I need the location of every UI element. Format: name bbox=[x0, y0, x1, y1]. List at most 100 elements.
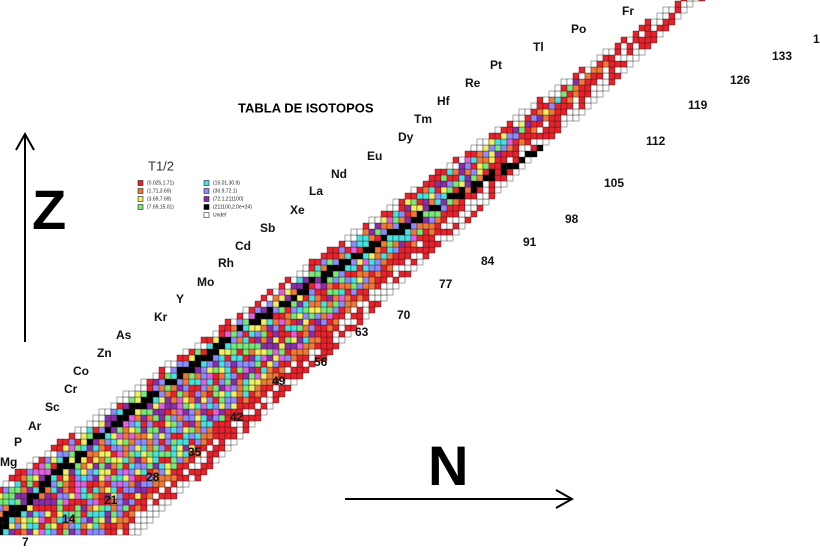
nuclide-cell bbox=[80, 426, 88, 434]
nuclide-cell bbox=[92, 456, 100, 464]
nuclide-cell bbox=[170, 480, 178, 488]
nuclide-cell bbox=[8, 480, 16, 488]
nuclide-cell bbox=[182, 432, 190, 440]
nuclide-cell bbox=[116, 468, 124, 476]
nuclide-cell bbox=[296, 330, 304, 338]
nuclide-cell bbox=[692, 0, 700, 2]
nuclide-cell bbox=[122, 432, 130, 440]
nuclide-cell bbox=[170, 408, 178, 416]
nuclide-cell bbox=[380, 276, 388, 284]
nuclide-cell bbox=[620, 42, 628, 50]
nuclide-cell bbox=[170, 384, 178, 392]
nuclide-cell bbox=[488, 186, 496, 194]
nuclide-cell bbox=[512, 150, 520, 158]
nuclide-cell bbox=[296, 336, 304, 344]
nuclide-cell bbox=[164, 420, 172, 428]
nuclide-cell bbox=[152, 402, 160, 410]
nuclide-cell bbox=[212, 330, 220, 338]
nuclide-cell bbox=[308, 312, 316, 320]
nuclide-cell bbox=[26, 498, 34, 506]
nuclide-cell bbox=[428, 198, 436, 206]
nuclide-cell bbox=[230, 354, 238, 362]
nuclide-cell bbox=[254, 408, 262, 416]
nuclide-cell bbox=[8, 522, 16, 530]
nuclide-cell bbox=[254, 354, 262, 362]
legend-swatch bbox=[203, 212, 210, 218]
nuclide-cell bbox=[350, 300, 358, 308]
nuclide-cell bbox=[416, 252, 424, 260]
legend-swatch bbox=[203, 204, 210, 210]
n-arrow-head bbox=[555, 489, 575, 509]
nuclide-cell bbox=[212, 384, 220, 392]
nuclide-cell bbox=[434, 204, 442, 212]
nuclide-cell bbox=[212, 366, 220, 374]
nuclide-cell bbox=[116, 480, 124, 488]
nuclide-cell bbox=[632, 36, 640, 44]
nuclide-cell bbox=[344, 270, 352, 278]
nuclide-cell bbox=[176, 384, 184, 392]
nuclide-cell bbox=[290, 360, 298, 368]
nuclide-cell bbox=[14, 468, 22, 476]
nuclide-cell bbox=[224, 336, 232, 344]
nuclide-cell bbox=[302, 306, 310, 314]
nuclide-cell bbox=[302, 360, 310, 368]
nuclide-cell bbox=[542, 102, 550, 110]
nuclide-cell bbox=[146, 444, 154, 452]
nuclide-cell bbox=[284, 282, 292, 290]
nuclide-cell bbox=[128, 432, 136, 440]
nuclide-cell bbox=[152, 492, 160, 500]
nuclide-cell bbox=[434, 240, 442, 248]
nuclide-cell bbox=[92, 504, 100, 512]
nuclide-cell bbox=[632, 42, 640, 50]
nuclide-cell bbox=[128, 492, 136, 500]
nuclide-cell bbox=[212, 348, 220, 356]
nuclide-cell bbox=[26, 516, 34, 524]
nuclide-cell bbox=[560, 102, 568, 110]
nuclide-cell bbox=[416, 186, 424, 194]
nuclide-cell bbox=[116, 432, 124, 440]
nuclide-cell bbox=[482, 180, 490, 188]
nuclide-cell bbox=[326, 324, 334, 332]
nuclide-cell bbox=[140, 456, 148, 464]
element-label: Rh bbox=[218, 256, 234, 270]
nuclide-cell bbox=[56, 456, 64, 464]
nuclide-cell bbox=[482, 174, 490, 182]
nuclide-cell bbox=[512, 162, 520, 170]
nuclide-cell bbox=[158, 468, 166, 476]
nuclide-cell bbox=[164, 360, 172, 368]
nuclide-cell bbox=[386, 222, 394, 230]
nuclide-cell bbox=[284, 324, 292, 332]
nuclide-cell bbox=[176, 450, 184, 458]
nuclide-cell bbox=[278, 318, 286, 326]
nuclide-cell bbox=[332, 264, 340, 272]
nuclide-cell bbox=[104, 474, 112, 482]
nuclide-cell bbox=[476, 138, 484, 146]
nuclide-cell bbox=[110, 432, 118, 440]
nuclide-cell bbox=[218, 330, 226, 338]
nuclide-cell bbox=[572, 102, 580, 110]
nuclide-cell bbox=[644, 36, 652, 44]
nuclide-cell bbox=[86, 456, 94, 464]
nuclide-cell bbox=[338, 300, 346, 308]
nuclide-cell bbox=[140, 390, 148, 398]
nuclide-cell bbox=[146, 450, 154, 458]
nuclide-cell bbox=[476, 174, 484, 182]
nuclide-cell bbox=[404, 234, 412, 242]
nuclide-cell bbox=[458, 192, 466, 200]
nuclide-cell bbox=[488, 192, 496, 200]
nuclide-cell bbox=[194, 462, 202, 470]
nuclide-cell bbox=[422, 204, 430, 212]
z-arrow-head bbox=[15, 131, 35, 151]
nuclide-cell bbox=[362, 252, 370, 260]
nuclide-cell bbox=[242, 390, 250, 398]
nuclide-cell bbox=[452, 162, 460, 170]
nuclide-cell bbox=[242, 318, 250, 326]
nuclide-cell bbox=[272, 336, 280, 344]
nuclide-cell bbox=[290, 330, 298, 338]
element-label: Mg bbox=[0, 455, 17, 469]
nuclide-cell bbox=[602, 78, 610, 86]
nuclide-cell bbox=[266, 390, 274, 398]
nuclide-cell bbox=[518, 138, 526, 146]
nuclide-cell bbox=[134, 456, 142, 464]
nuclide-cell bbox=[362, 264, 370, 272]
